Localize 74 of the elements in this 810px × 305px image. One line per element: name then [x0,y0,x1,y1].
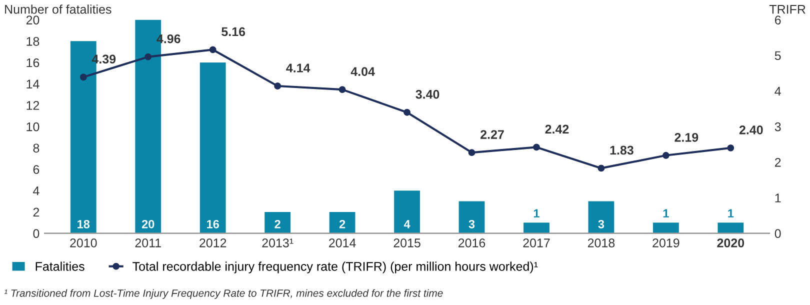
bar [458,201,485,234]
data-label: 3 [468,220,475,228]
data-label: 2.27 [480,130,504,139]
y-tick-label: 2 [33,208,40,217]
x-tick-label: 2013¹ [262,238,294,248]
point [598,164,605,172]
data-label: 1 [663,209,669,218]
bar [652,222,679,234]
y2-tick-label: 0 [774,229,781,238]
y-tick-label: 8 [33,144,40,153]
data-label: 4 [404,220,410,228]
data-label: 2 [339,220,346,228]
x-tick-label: 2011 [135,238,161,248]
data-label: 2.19 [674,132,698,142]
y2-tick-label: 6 [774,16,781,24]
data-label: 4.14 [286,64,310,72]
x-tick-label: 2019 [652,238,680,248]
bar [329,212,356,234]
point [209,46,216,54]
legend-label: Total recordable injury frequency rate (TRIFR) (per million hours worked)¹ [132,262,538,274]
y2-tick-label: 3 [774,122,781,132]
point [533,144,540,151]
data-label: 4.04 [350,67,375,76]
y-axis-title: Number of fatalities [5,4,112,14]
point [144,53,152,60]
y2-tick-label: 4 [774,86,781,96]
x-tick-label: 2012 [200,238,226,248]
y2-axis-title: TRIFR [769,5,806,14]
x-tick-label: 2018 [588,238,615,248]
point [404,108,410,116]
data-label: 16 [207,220,219,228]
y-tick-label: 18 [26,36,40,46]
data-label: 3.40 [416,90,440,99]
y-tick-label: 20 [26,16,40,24]
x-tick-label: 2020 [717,238,744,248]
y-tick-label: 14 [26,80,40,88]
bar [588,201,614,234]
y-tick-label: 16 [26,58,40,68]
x-tick-label: 2010 [70,238,97,248]
data-label: 3 [598,220,604,228]
data-label: 1.83 [610,146,634,155]
y-tick-label: 4 [33,186,40,196]
data-label: 2.40 [739,125,763,134]
bar [718,222,744,234]
data-label: 18 [78,220,90,228]
bar [200,62,226,234]
point [727,144,734,152]
data-label: 1 [728,209,734,218]
data-label: 1 [534,209,540,218]
data-label: 2.42 [545,124,569,134]
y2-tick-label: 1 [775,194,781,202]
y-tick-label: 0 [33,229,40,238]
data-label: 5.16 [222,27,246,36]
legend-label: Fatalities [36,262,84,271]
y2-tick-label: 5 [774,51,781,60]
x-tick-label: 2014 [329,238,356,248]
y-tick-label: 12 [26,101,40,110]
point [338,86,346,94]
point [274,82,282,90]
y2-tick-label: 2 [774,158,781,167]
data-label: 2 [274,220,280,228]
data-label: 20 [142,220,154,228]
x-tick-label: 2015 [394,238,420,248]
point [468,149,476,156]
bar [524,222,550,234]
y-tick-label: 6 [33,165,40,174]
bar [264,212,291,234]
y-tick-label: 10 [26,122,40,132]
x-tick-label: 2016 [458,238,486,248]
bar [394,190,420,234]
point [662,152,670,159]
x-tick-label: 2017 [523,238,550,248]
text: ¹ Transitioned from Lost-Time Injury Frequency Rate to TRIFR, mines excluded for the first time [4,289,443,299]
point [80,74,87,81]
